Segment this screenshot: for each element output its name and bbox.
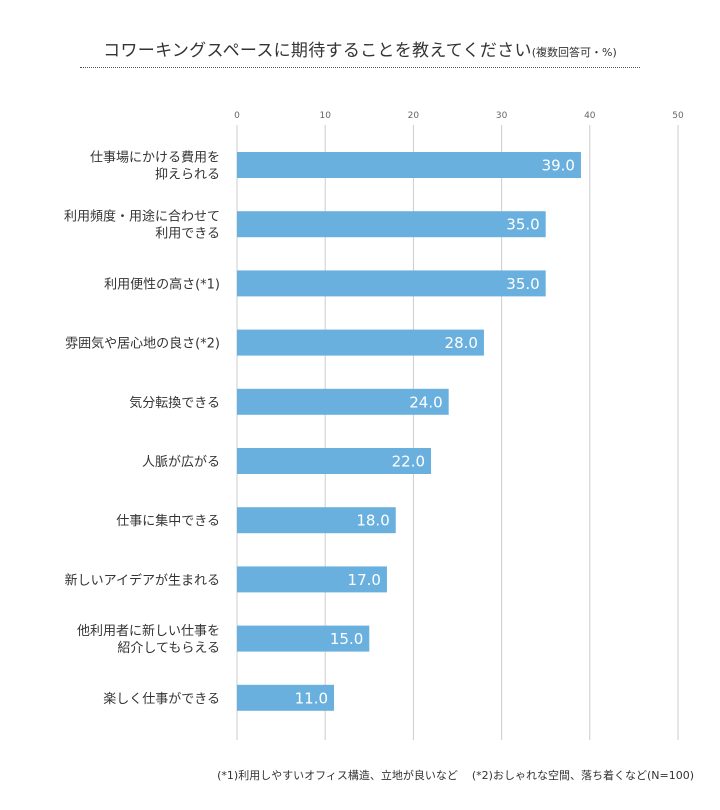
bar-value-label-8: 15.0 xyxy=(330,630,363,648)
bar-8 xyxy=(237,625,370,652)
category-label-line: 利用便性の高さ(*1) xyxy=(104,276,220,292)
x-tick-label-30: 30 xyxy=(496,111,508,121)
category-label-0: 仕事場にかける費用を抑えられる xyxy=(90,151,220,183)
x-tick-label-50: 50 xyxy=(672,111,684,121)
category-label-line: 仕事に集中できる xyxy=(116,513,220,529)
x-tick-label-40: 40 xyxy=(584,111,596,121)
category-label-9: 楽しく仕事ができる xyxy=(103,691,220,707)
bar-value-label-1: 35.0 xyxy=(506,216,539,234)
category-label-line: 仕事場にかける費用を xyxy=(90,151,220,166)
category-label-7: 新しいアイデアが生まれる xyxy=(65,572,220,588)
bar-value-label-9: 11.0 xyxy=(295,689,328,707)
category-label-6: 仕事に集中できる xyxy=(116,513,220,529)
category-label-line: 気分転換できる xyxy=(129,395,220,411)
bar-5 xyxy=(237,448,432,474)
category-label-5: 人脈が広がる xyxy=(142,455,220,470)
category-label-line: 利用できる xyxy=(155,227,220,242)
category-label-line: 紹介してもらえる xyxy=(117,641,220,656)
category-label-8: 他利用者に新しい仕事を紹介してもらえる xyxy=(77,623,220,656)
bar-4 xyxy=(237,388,449,415)
category-label-1: 利用頻度・用途に合わせて利用できる xyxy=(64,209,220,242)
bar-value-label-7: 17.0 xyxy=(348,571,381,589)
category-label-line: 利用頻度・用途に合わせて xyxy=(64,209,220,225)
bar-value-label-2: 35.0 xyxy=(506,275,539,293)
chart-title-sub: (複数回答可・%) xyxy=(531,46,617,59)
bar-3 xyxy=(237,329,484,356)
category-label-line: 他利用者に新しい仕事を xyxy=(77,623,220,639)
bar-value-label-6: 18.0 xyxy=(356,512,389,530)
x-tick-label-10: 10 xyxy=(319,111,331,121)
bar-7 xyxy=(237,566,387,593)
title-underline xyxy=(80,67,640,68)
category-label-4: 気分転換できる xyxy=(129,395,220,411)
bar-0 xyxy=(237,152,581,178)
category-label-line: 抑えられる xyxy=(155,168,220,183)
category-label-3: 雰囲気や居心地の良さ(*2) xyxy=(65,336,220,352)
bar-value-label-0: 39.0 xyxy=(542,157,575,175)
bar-1 xyxy=(237,211,546,238)
category-label-line: 雰囲気や居心地の良さ(*2) xyxy=(65,336,220,352)
bar-6 xyxy=(237,507,396,534)
bar-9 xyxy=(237,684,335,711)
bar-value-label-5: 22.0 xyxy=(392,453,425,471)
category-label-line: 楽しく仕事ができる xyxy=(103,691,220,707)
footnotes: (*1)利用しやすいオフィス構造、立地が良いなど (*2)おしゃれな空間、落ち着く… xyxy=(217,767,694,783)
footnote-1: (*1)利用しやすいオフィス構造、立地が良いなど xyxy=(217,769,458,782)
bar-value-label-3: 28.0 xyxy=(445,334,478,352)
chart-title: コワーキングスペースに期待することを教えてください(複数回答可・%) xyxy=(80,36,640,68)
category-label-line: 新しいアイデアが生まれる xyxy=(65,572,220,588)
footnote-2: (*2)おしゃれな空間、落ち着くなど(N=100) xyxy=(471,769,694,782)
chart-title-main: コワーキングスペースに期待することを教えてください xyxy=(103,41,532,61)
category-label-2: 利用便性の高さ(*1) xyxy=(104,276,220,292)
x-tick-label-20: 20 xyxy=(408,111,420,121)
x-tick-label-0: 0 xyxy=(234,111,240,121)
category-label-line: 人脈が広がる xyxy=(142,455,220,470)
bar-2 xyxy=(237,270,546,297)
bar-value-label-4: 24.0 xyxy=(409,393,442,411)
